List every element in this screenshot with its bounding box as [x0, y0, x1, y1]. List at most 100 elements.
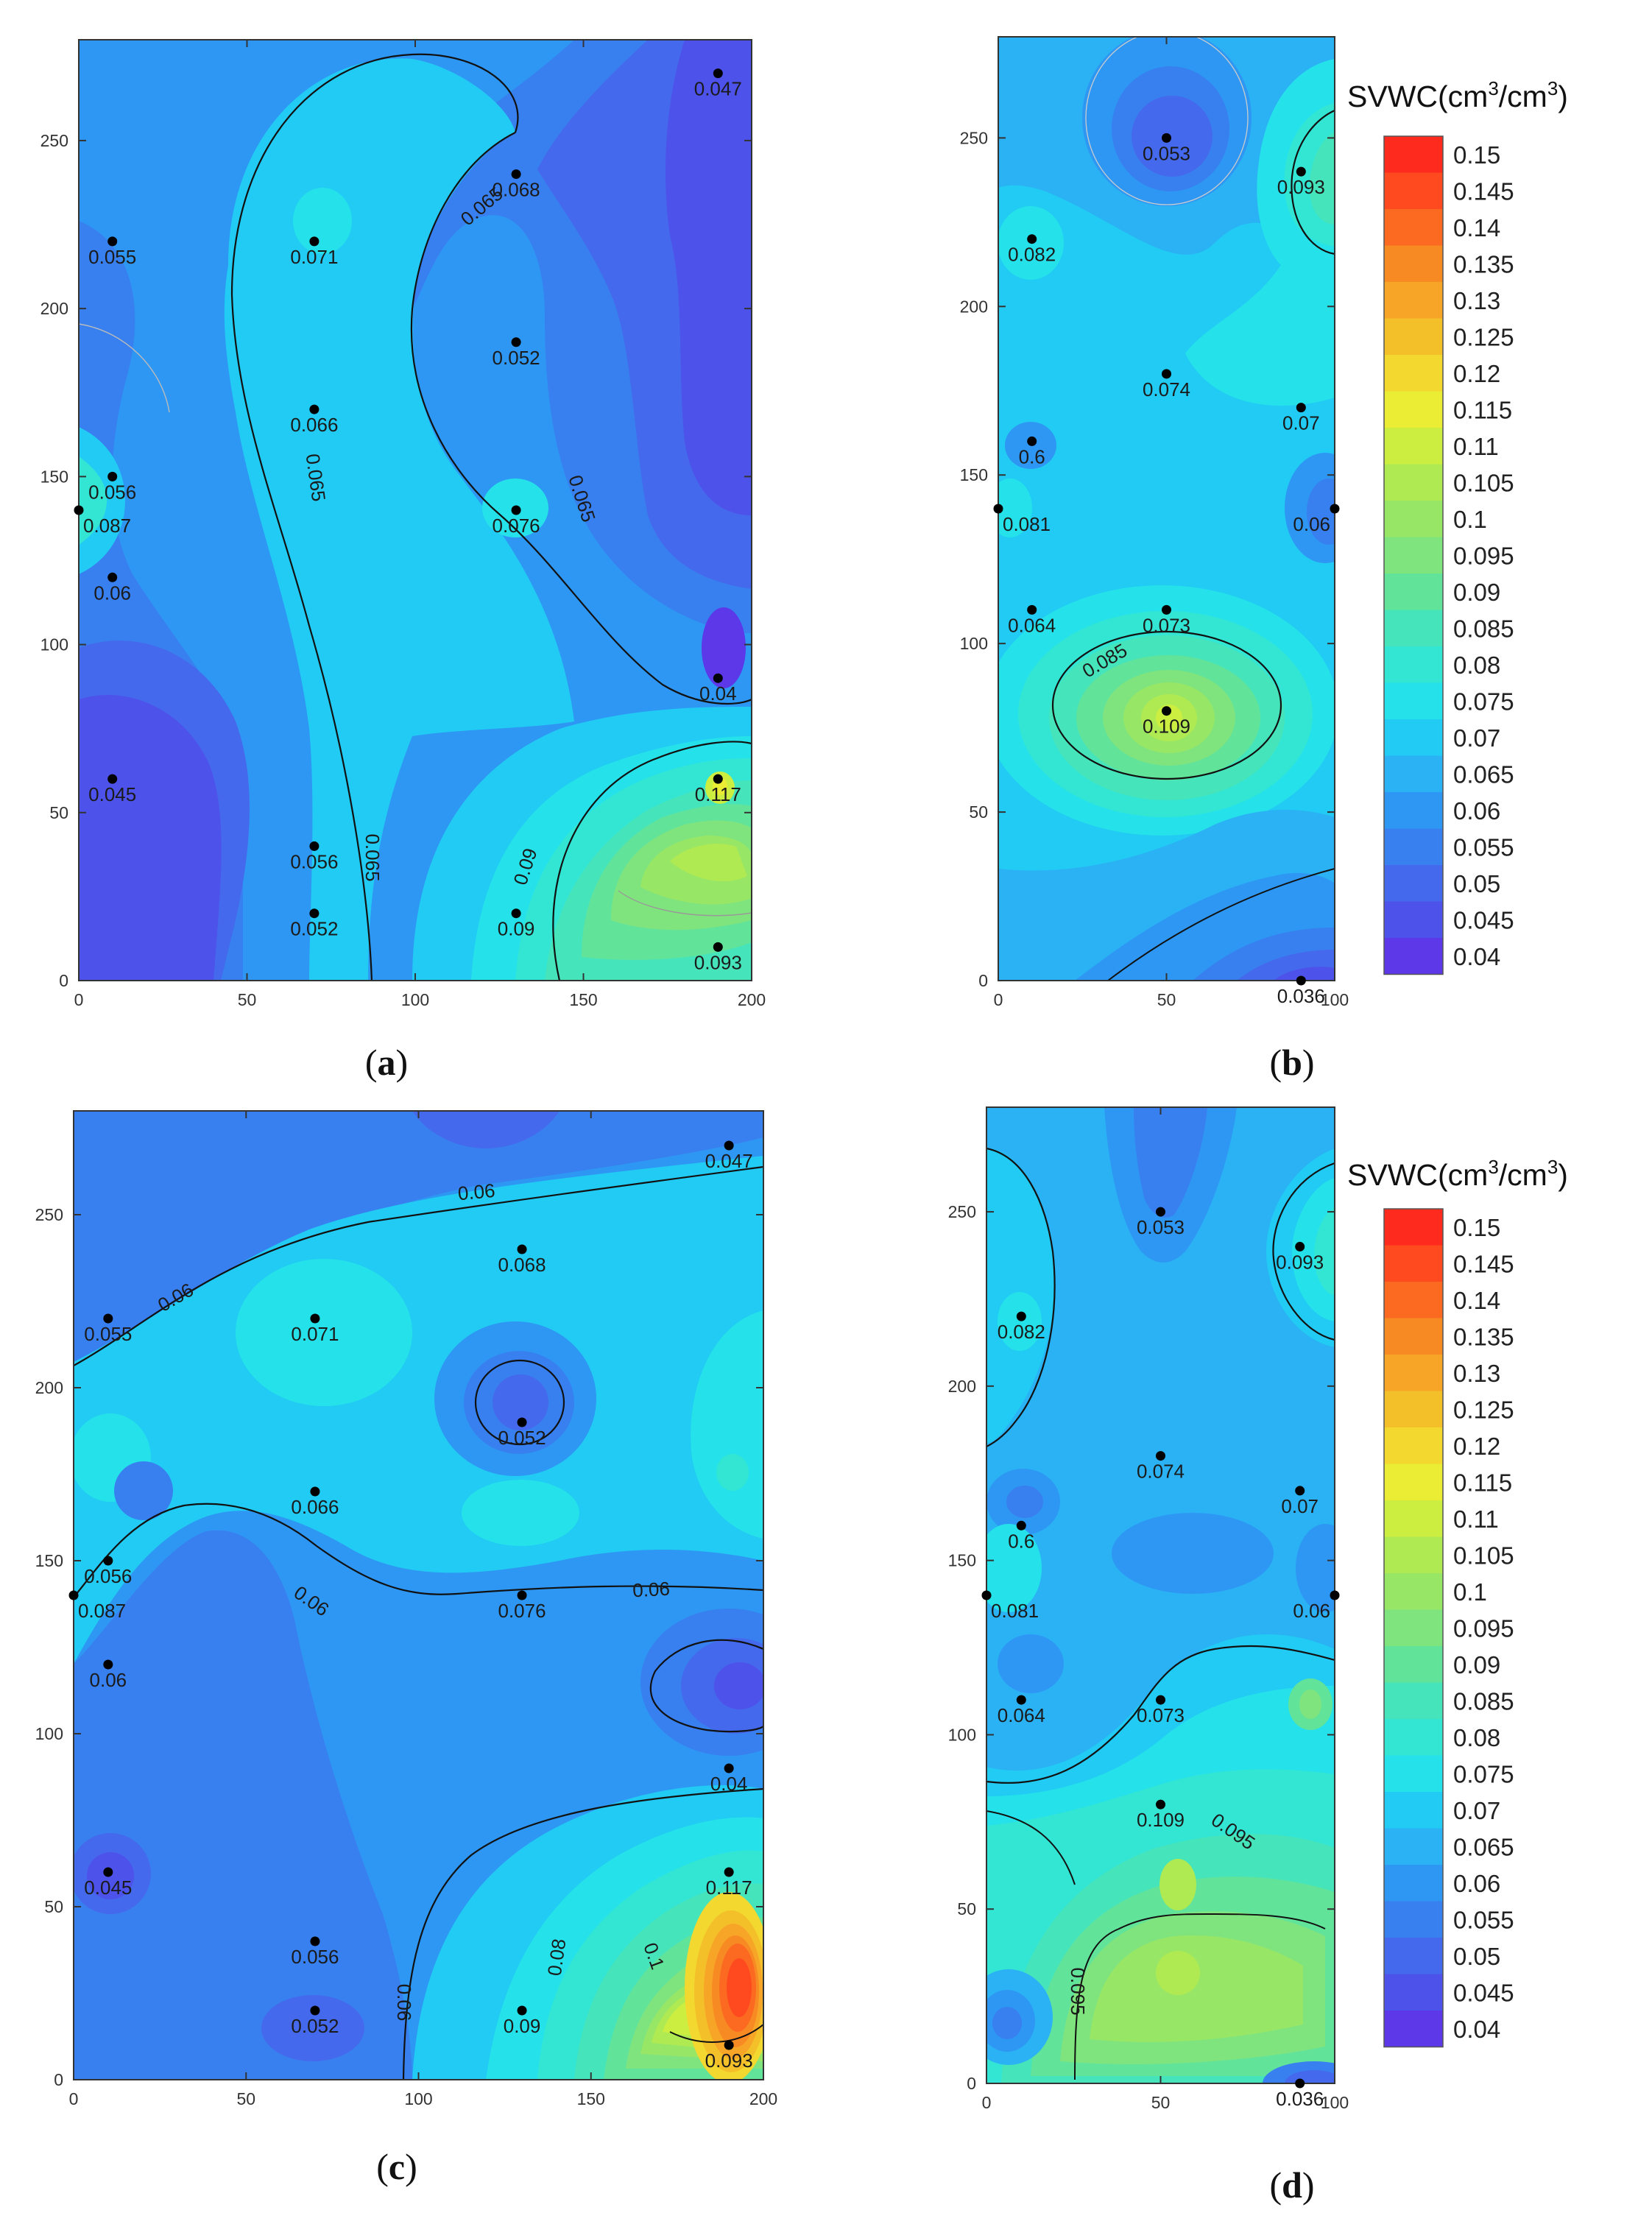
sample-value-label: 0.04	[699, 682, 737, 705]
colorbar-level-label: 0.105	[1453, 469, 1514, 496]
colorbar-swatch	[1384, 537, 1443, 574]
sample-value-label: 0.064	[998, 1704, 1045, 1726]
sample-point	[511, 337, 521, 347]
sample-point	[724, 2040, 734, 2050]
sample-point	[724, 1867, 734, 1877]
colorbar-swatch	[1384, 682, 1443, 720]
sample-value-label: 0.071	[290, 246, 338, 268]
colorbar-level-label: 0.135	[1453, 1323, 1514, 1350]
sample-value-label: 0.053	[1137, 1216, 1185, 1238]
contour-label: 0.06	[457, 1179, 496, 1204]
sample-value-label: 0.076	[493, 515, 540, 537]
sample-point	[713, 774, 723, 784]
panel-a-axes: 0 50 100 150 200 0 50 100 150 200 250	[40, 40, 766, 1009]
sample-value-label: 0.09	[498, 918, 535, 940]
colorbar-level-label: 0.08	[1453, 652, 1500, 679]
contour-label: 0.08	[543, 1938, 571, 1977]
x-tick-label: 50	[238, 990, 257, 1009]
sample-point	[1156, 1451, 1165, 1461]
sample-value-label: 0.052	[493, 347, 540, 369]
colorbar-swatch	[1384, 1282, 1443, 1318]
sample-value-label: 0.056	[84, 1565, 132, 1587]
colorbar-level-label: 0.08	[1453, 1724, 1500, 1751]
colorbar-top-swatches: 0.15 0.145 0.14 0.135 0.13 0.125 0.12 0.115 0.11…	[1383, 135, 1514, 975]
sample-point	[103, 1659, 113, 1670]
sample-point	[1162, 604, 1171, 615]
sample-point	[724, 1140, 734, 1151]
x-tick-label: 0	[69, 2089, 79, 2108]
x-tick-label: 0	[74, 990, 84, 1009]
colorbar-frame	[1383, 1208, 1444, 2048]
sample-point	[107, 471, 118, 481]
colorbar-level-label: 0.15	[1453, 1214, 1500, 1241]
colorbar-level-label: 0.055	[1453, 833, 1514, 861]
y-tick-label: 150	[40, 467, 68, 486]
panel-d-axes: 0 50 100 0 50 100 150 200 250	[948, 1107, 1349, 2112]
y-tick-label: 150	[35, 1551, 63, 1570]
y-tick-label: 0	[59, 971, 68, 990]
x-tick-label: 50	[1151, 2093, 1171, 2112]
sample-point	[1016, 1520, 1026, 1531]
sample-value-label: 0.081	[991, 1600, 1039, 1622]
sample-value-label: 0.074	[1137, 1461, 1185, 1483]
colorbar-swatch	[1384, 318, 1443, 356]
colorbar-level-label: 0.075	[1453, 688, 1514, 715]
sample-point	[713, 673, 723, 683]
sample-value-label: 0.052	[291, 2015, 339, 2037]
sample-value-label: 0.04	[710, 1773, 748, 1795]
sample-point	[103, 1313, 113, 1324]
panel-b-axes: 0 50 100 0 50 100 150 200 250	[960, 37, 1349, 1009]
colorbar-level-label: 0.06	[1453, 797, 1500, 825]
sample-value-label: 0.06	[90, 1669, 127, 1691]
x-tick-label: 200	[738, 990, 766, 1009]
sample-point	[1162, 369, 1171, 379]
colorbar-level-label: 0.075	[1453, 1760, 1514, 1787]
colorbar-level-label: 0.07	[1453, 1797, 1500, 1824]
colorbar-level-label: 0.045	[1453, 1979, 1514, 2006]
colorbar-swatch	[1384, 1719, 1443, 1756]
colorbar-swatch	[1384, 719, 1443, 756]
sample-point	[310, 1936, 320, 1946]
sample-value-label: 0.07	[1281, 1495, 1319, 1517]
colorbar-swatch	[1384, 938, 1443, 975]
sample-point	[74, 505, 84, 515]
colorbar-level-label: 0.125	[1453, 323, 1514, 350]
sample-point	[517, 1590, 527, 1600]
sample-point	[1295, 1486, 1305, 1496]
colorbar-swatch	[1384, 172, 1443, 210]
panel-c-axes: 0 50 100 150 200 0 50 100 150 200 250	[35, 1111, 777, 2108]
sample-point	[310, 1313, 320, 1324]
x-tick-label: 0	[994, 990, 1003, 1009]
colorbar-swatch	[1384, 1427, 1443, 1464]
colorbar-top: SVWC(cm3/cm3) 0.15 0.145 0.14 0.135 0.13 0.12…	[1347, 77, 1568, 975]
y-tick-label: 250	[40, 131, 68, 150]
colorbar-swatch	[1384, 1974, 1443, 2011]
panel-a-field	[79, 40, 752, 981]
sample-value-label: 0.045	[84, 1877, 132, 1899]
sample-value-label: 0.036	[1276, 2088, 1324, 2110]
colorbar-swatch	[1384, 464, 1443, 501]
sample-point	[1330, 504, 1340, 514]
sample-value-label: 0.052	[498, 1427, 546, 1449]
sample-value-label: 0.06	[93, 582, 131, 604]
contour-label: 0.095	[1067, 1967, 1089, 2015]
panel-d-points: 0.053 0.093 0.082 0.074 0.07 0.6 0.081 0.06 0.06…	[981, 1207, 1340, 2110]
y-tick-label: 250	[948, 1202, 976, 1221]
sample-value-label: 0.068	[493, 179, 540, 201]
x-tick-label: 100	[1321, 2093, 1349, 2112]
colorbar-level-label: 0.15	[1453, 141, 1500, 169]
colorbar-frame	[1383, 135, 1444, 975]
colorbar-swatch	[1384, 792, 1443, 829]
colorbar-swatch	[1384, 1318, 1443, 1355]
colorbar-level-label: 0.065	[1453, 1833, 1514, 1860]
colorbar-level-label: 0.085	[1453, 1687, 1514, 1715]
sample-value-label: 0.082	[998, 1321, 1045, 1343]
contour-label: 0.06	[632, 1578, 670, 1602]
colorbar-level-label: 0.085	[1453, 615, 1514, 642]
sample-value-label: 0.068	[498, 1254, 546, 1276]
colorbar-swatch	[1384, 573, 1443, 610]
colorbar-swatch	[1384, 1646, 1443, 1683]
sample-point	[68, 1590, 79, 1600]
y-tick-label: 200	[960, 297, 988, 316]
x-tick-label: 150	[569, 990, 597, 1009]
